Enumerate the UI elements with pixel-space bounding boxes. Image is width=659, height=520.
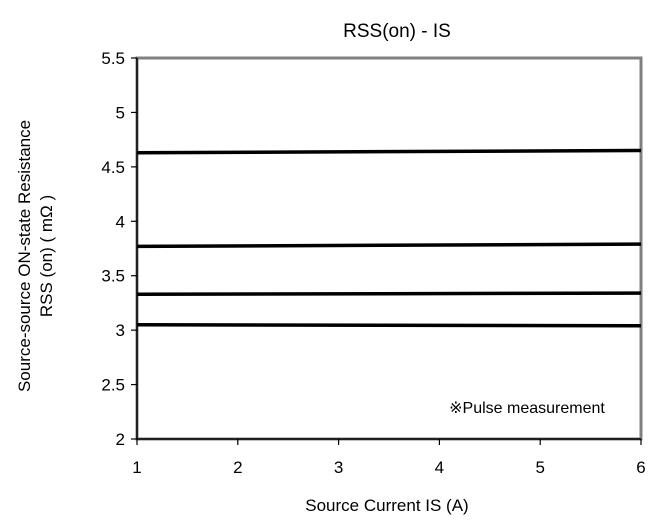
series-line-3 bbox=[136, 291, 642, 296]
plot-frame bbox=[135, 56, 643, 441]
y-tick-label: 4 bbox=[116, 212, 125, 231]
series-layer bbox=[136, 148, 642, 328]
x-tick-label: 2 bbox=[233, 458, 242, 477]
series-line-1 bbox=[136, 148, 642, 155]
chart-title: RSS(on) - IS bbox=[343, 21, 451, 42]
x-tick-label: 3 bbox=[334, 458, 343, 477]
y-tick-label: 2.5 bbox=[101, 376, 125, 395]
y-axis-label-line1: Source-source ON-state Resistance bbox=[15, 120, 34, 392]
x-axis: 1 2 3 4 5 6 bbox=[132, 439, 646, 477]
x-tick-label: 4 bbox=[435, 458, 444, 477]
y-tick-label: 3 bbox=[116, 321, 125, 340]
y-tick-label: 5 bbox=[116, 103, 125, 122]
y-tick-label: 2 bbox=[116, 430, 125, 449]
x-axis-label: Source Current IS (A) bbox=[305, 496, 468, 515]
y-tick-label: 5.5 bbox=[101, 49, 125, 68]
x-tick-label: 5 bbox=[535, 458, 544, 477]
x-tick-label: 1 bbox=[132, 458, 141, 477]
y-tick-label: 3.5 bbox=[101, 267, 125, 286]
plot-area bbox=[135, 56, 643, 441]
y-axis: 2 2.5 3 3.5 4 4.5 5 5.5 bbox=[101, 49, 137, 449]
series-line-2 bbox=[136, 242, 642, 249]
y-tick-label: 4.5 bbox=[101, 158, 125, 177]
y-axis-label-line2: RSS (on) ( mΩ ) bbox=[37, 195, 56, 317]
x-tick-label: 6 bbox=[636, 458, 645, 477]
pulse-measurement-note: ※Pulse measurement bbox=[449, 400, 605, 417]
series-line-4 bbox=[136, 322, 642, 328]
